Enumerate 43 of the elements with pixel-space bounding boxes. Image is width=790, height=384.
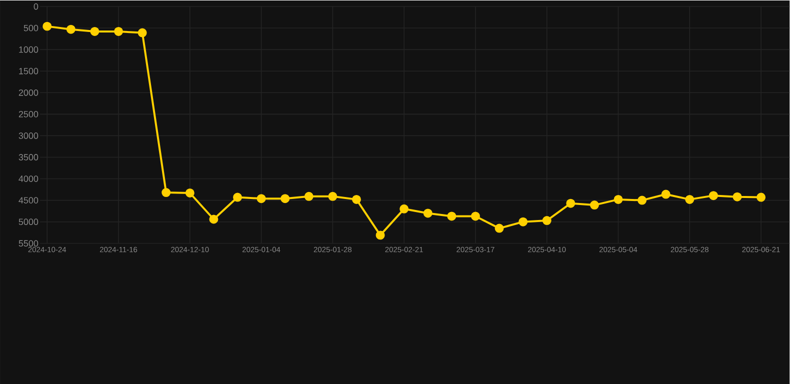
y-tick-label: 1500 <box>19 68 38 74</box>
point <box>256 194 266 203</box>
point <box>708 190 718 200</box>
point <box>352 194 361 204</box>
point <box>542 216 552 225</box>
point <box>494 224 504 233</box>
point <box>42 22 52 31</box>
point <box>280 194 290 203</box>
y-tick-label: 1000 <box>19 46 38 53</box>
y-tick-label: 3500 <box>18 154 38 160</box>
y-tick-label: 0 <box>34 3 38 10</box>
point <box>90 26 100 36</box>
y-tick-label: 5000 <box>18 218 38 225</box>
point <box>447 212 456 221</box>
point <box>661 190 670 199</box>
y-tick-label: 4500 <box>18 196 38 204</box>
point <box>209 214 218 224</box>
point <box>376 230 385 240</box>
point <box>756 192 766 202</box>
point <box>162 188 171 197</box>
point <box>328 192 338 201</box>
point <box>233 192 242 202</box>
point <box>566 198 576 208</box>
y-tick-label: 500 <box>24 24 38 32</box>
point <box>400 204 409 214</box>
y-tick-label: 4000 <box>18 175 38 182</box>
point <box>138 28 147 38</box>
point <box>66 24 76 34</box>
point <box>185 188 194 198</box>
point <box>614 194 623 204</box>
point <box>590 200 599 210</box>
y-tick-label: 2000 <box>18 89 38 96</box>
point <box>114 26 124 36</box>
point <box>732 192 742 202</box>
point <box>423 208 432 218</box>
point <box>685 194 694 204</box>
y-tick-label: 2500 <box>18 110 38 118</box>
point <box>304 192 314 201</box>
y-tick-label: 5500 <box>18 240 38 246</box>
point <box>470 212 480 221</box>
y-tick-label: 3000 <box>18 132 38 139</box>
point <box>518 217 528 226</box>
point <box>638 196 647 205</box>
